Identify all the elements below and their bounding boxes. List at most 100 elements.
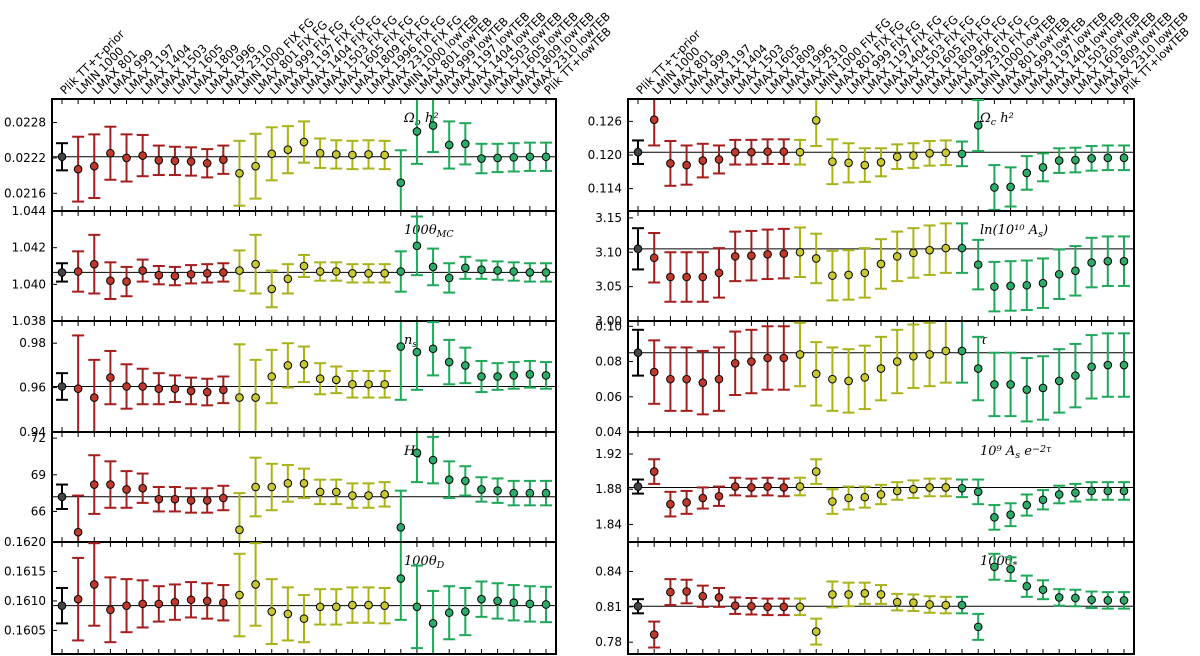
data-point [860,373,870,382]
data-point [251,580,260,589]
data-point [299,479,309,488]
label-part: c [991,117,997,128]
data-point [235,590,244,600]
y-tick-label: 1.92 [595,447,622,461]
data-point [461,361,470,370]
data-point [493,266,502,275]
data-point [202,269,212,278]
data-point [73,594,83,604]
data-point [57,382,67,391]
data-point [89,393,99,402]
data-point [730,482,740,491]
data-point [1071,266,1080,276]
data-point [811,369,821,379]
data-point [364,269,373,278]
data-point [747,251,756,260]
data-point [957,346,967,356]
data-point [106,148,115,158]
data-point [633,348,643,358]
data-point [763,602,772,612]
data-point [73,384,83,394]
data-point [57,268,67,277]
data-point [990,282,999,291]
data-point [633,147,643,157]
panel-left-4: 0.1605 0.1610 0.1615 0.1620 100θD [4,535,557,655]
data-point [428,262,438,272]
y-tick-label: 0.1610 [4,594,46,608]
data-point [477,265,486,274]
data-point [1054,593,1064,602]
data-point [283,145,293,154]
data-point [844,270,853,280]
data-point [892,152,902,161]
data-point [909,484,918,494]
data-point [138,382,147,391]
data-point [714,155,724,164]
data-point [202,596,212,606]
data-point [170,384,180,394]
data-point [698,378,708,387]
y-tick-label: 0.1605 [4,623,46,637]
data-point [1038,278,1048,288]
y-tick-label: 69 [31,468,46,482]
data-point [444,608,454,618]
data-point [1087,595,1096,605]
data-point [122,382,131,391]
data-point [154,599,164,609]
y-tick-label: 0.96 [19,381,46,395]
data-point [649,253,659,263]
data-point [331,487,341,497]
y-tick-label: 0.81 [595,600,622,614]
data-point [170,597,180,607]
data-point [331,150,341,159]
data-point [73,267,83,276]
panel-label: ns [404,333,417,350]
panel-label: 100θD [404,554,445,571]
data-point [698,272,708,282]
data-point [1006,380,1015,389]
data-point [682,587,691,596]
data-point [170,156,180,166]
data-point [795,247,805,257]
data-point [186,496,196,505]
data-point [844,158,853,168]
data-point [89,480,99,489]
data-point [973,622,983,632]
data-point [380,601,389,610]
y-tick-label: 0.06 [595,390,622,404]
data-point [331,602,341,612]
data-point [348,269,357,278]
data-point [941,243,951,253]
data-point [186,269,196,279]
data-point [990,562,999,572]
label-part: Ω [979,111,991,126]
data-point [1119,596,1129,605]
data-point [315,374,325,384]
data-point [57,601,67,610]
data-point [909,151,918,160]
data-point [925,350,934,359]
data-point [251,161,260,171]
data-point [666,159,675,168]
data-point [219,598,228,608]
data-point [267,482,277,492]
data-point [412,448,422,458]
data-point [235,525,244,535]
data-point [649,367,659,377]
y-tick-label: 66 [31,504,46,518]
data-point [267,284,277,294]
data-point [828,497,837,506]
data-point [348,600,357,610]
data-point [364,600,373,610]
data-point [1119,256,1129,266]
data-point [525,152,535,162]
data-point [380,269,389,278]
data-point [396,342,406,351]
data-point [315,148,325,158]
data-point [730,601,740,610]
data-point [396,523,406,532]
data-point [666,374,675,384]
data-point [122,277,131,286]
